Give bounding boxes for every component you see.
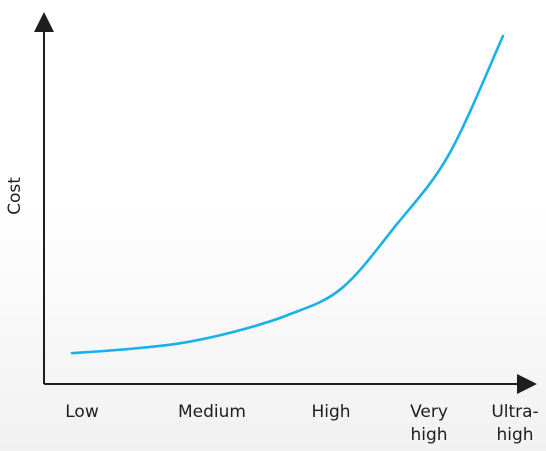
x-tick-label-3: Very high <box>410 402 448 445</box>
x-tick-label-1: Medium <box>178 402 246 422</box>
y-axis-label: Cost <box>5 177 25 215</box>
x-tick-label-0: Low <box>65 402 99 422</box>
x-tick-label-4: Ultra-high <box>491 402 538 445</box>
x-tick-label-2: High <box>311 402 350 422</box>
series-line-0 <box>70 34 505 355</box>
